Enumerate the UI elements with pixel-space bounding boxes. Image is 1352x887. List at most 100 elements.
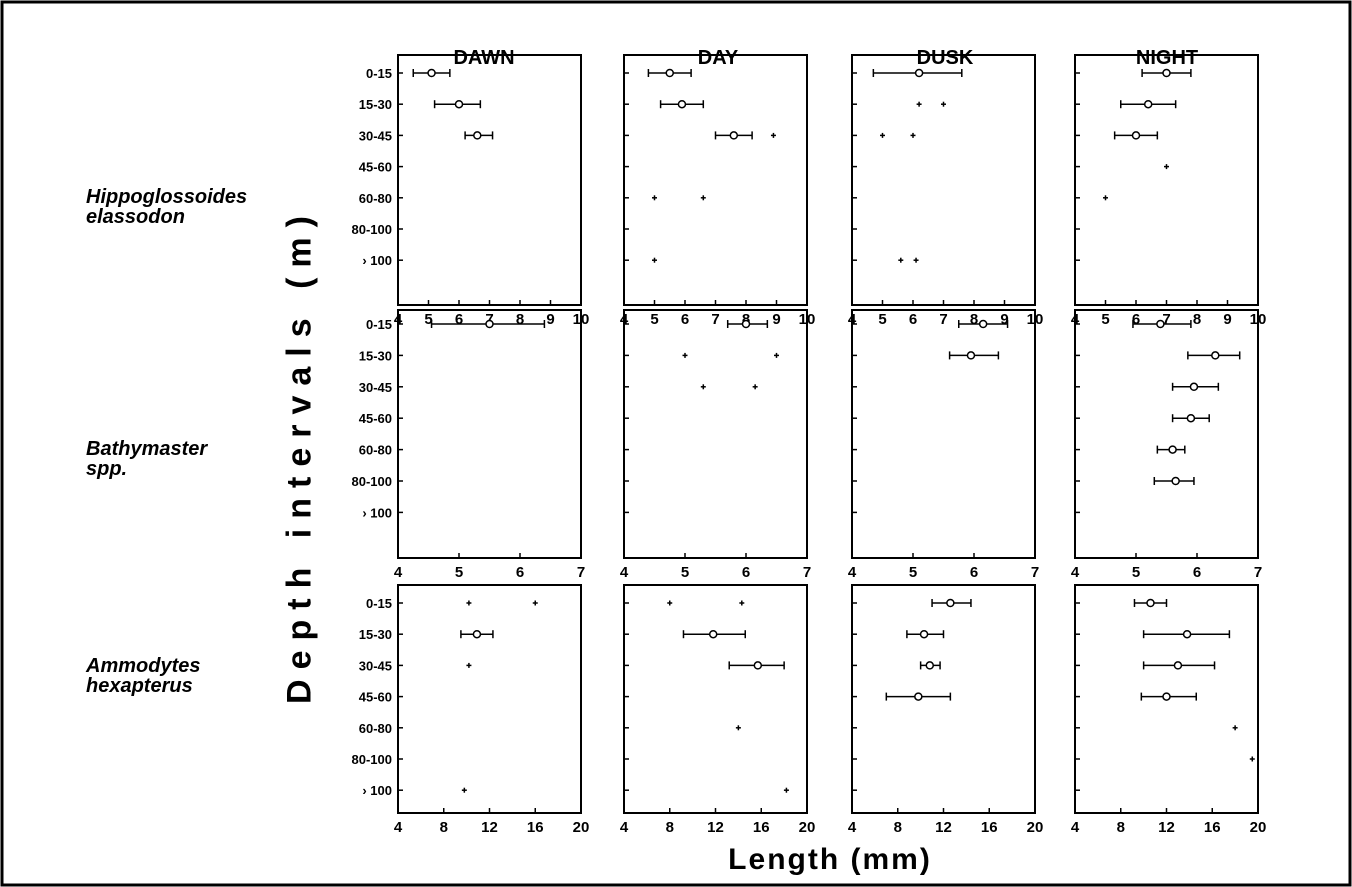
panel-frame	[851, 584, 1036, 814]
x-tick-label: 4	[620, 819, 629, 836]
mean-point	[741, 319, 751, 329]
mean-point	[1162, 68, 1171, 78]
mean-point	[708, 629, 718, 639]
x-tick-label: 5	[455, 564, 463, 581]
species-label-ammodytes: Ammodytes hexapterus	[86, 656, 200, 696]
y-axis-label: Depth intervals (m)	[280, 206, 319, 704]
mean-point	[1171, 476, 1180, 486]
mean-point	[1162, 692, 1171, 701]
x-tick-label: 8	[742, 311, 750, 328]
x-tick-label: 9	[1000, 311, 1008, 328]
x-tick-label: 12	[707, 819, 724, 836]
mean-point	[1146, 598, 1155, 608]
x-tick-label: 16	[981, 819, 998, 836]
panel-frame	[1074, 309, 1259, 559]
mean-point	[919, 629, 929, 639]
y-tick-label: › 100	[362, 505, 392, 520]
mean-point	[473, 131, 482, 140]
x-tick-label: 8	[440, 819, 448, 836]
y-tick-label: 30-45	[359, 128, 392, 143]
y-tick-label: 45-60	[359, 690, 392, 705]
x-tick-label: 9	[546, 311, 554, 328]
mean-point	[454, 99, 464, 109]
x-tick-label: 5	[424, 311, 432, 328]
mean-point	[914, 692, 923, 701]
mean-point	[665, 68, 674, 78]
y-tick-label: 80-100	[352, 222, 392, 237]
x-tick-label: 6	[1132, 311, 1140, 328]
x-tick-label: 5	[650, 311, 658, 328]
y-tick-label: 45-60	[359, 160, 392, 175]
mean-point	[472, 629, 482, 639]
y-tick-label: 45-60	[359, 411, 392, 426]
period-header-dusk: DUSK	[916, 47, 974, 69]
x-tick-label: 6	[516, 564, 524, 581]
panel-frame	[1074, 54, 1259, 306]
mean-point	[753, 661, 763, 670]
mean-point	[946, 598, 955, 608]
panel-frame	[851, 309, 1036, 559]
mean-point	[677, 99, 687, 109]
y-tick-label: › 100	[362, 783, 392, 798]
x-tick-label: 5	[878, 311, 886, 328]
x-tick-label: 20	[1027, 819, 1044, 836]
period-header-day: DAY	[697, 47, 739, 69]
species-label-line1: Ammodytes	[86, 655, 201, 677]
x-tick-label: 16	[527, 819, 544, 836]
y-tick-label: 15-30	[359, 348, 392, 363]
mean-point	[1173, 661, 1183, 670]
x-tick-label: 6	[1193, 564, 1201, 581]
x-tick-label: 8	[1193, 311, 1201, 328]
panel-frame	[397, 54, 582, 306]
y-tick-label: 80-100	[352, 474, 392, 489]
mean-point	[966, 351, 976, 360]
period-header-night: NIGHT	[1135, 47, 1199, 69]
x-tick-label: 9	[1223, 311, 1231, 328]
species-label-hippoglossoides: Hippoglossoides elassodon	[86, 187, 247, 227]
y-tick-label: 15-30	[359, 627, 392, 642]
mean-point	[485, 319, 494, 329]
x-tick-label: 5	[909, 564, 917, 581]
x-tick-label: 7	[1031, 564, 1039, 581]
x-tick-label: 4	[620, 564, 629, 581]
x-tick-label: 7	[1254, 564, 1262, 581]
x-tick-label: 4	[394, 564, 403, 581]
x-tick-label: 4	[848, 564, 857, 581]
period-header-dawn: DAWN	[453, 47, 515, 69]
x-tick-label: 12	[1158, 819, 1175, 836]
x-tick-label: 6	[909, 311, 917, 328]
x-tick-label: 16	[1204, 819, 1221, 836]
y-tick-label: 0-15	[366, 66, 392, 81]
mean-point	[925, 661, 935, 670]
x-tick-label: 9	[772, 311, 780, 328]
species-label-line1: Hippoglossoides	[86, 186, 248, 208]
x-tick-label: 8	[516, 311, 524, 328]
x-tick-label: 12	[481, 819, 498, 836]
panel-frame	[397, 309, 582, 559]
mean-point	[1189, 382, 1199, 392]
species-label-line2: spp.	[86, 458, 128, 480]
x-tick-label: 4	[1071, 819, 1080, 836]
x-tick-label: 5	[681, 564, 689, 581]
x-tick-label: 7	[803, 564, 811, 581]
mean-point	[729, 131, 739, 140]
species-label-line2: hexapterus	[86, 675, 193, 697]
x-tick-label: 20	[1250, 819, 1267, 836]
x-tick-label: 16	[753, 819, 770, 836]
x-tick-label: 5	[1132, 564, 1140, 581]
x-tick-label: 7	[485, 311, 493, 328]
y-tick-label: 60-80	[359, 721, 392, 736]
species-label-line2: elassodon	[86, 206, 185, 228]
mean-point	[1131, 131, 1141, 140]
mean-point	[427, 68, 436, 78]
y-tick-label: 30-45	[359, 380, 392, 395]
y-tick-label: 30-45	[359, 658, 392, 673]
mean-point	[1143, 99, 1153, 109]
x-tick-label: 8	[666, 819, 674, 836]
x-tick-label: 8	[970, 311, 978, 328]
x-tick-label: 7	[577, 564, 585, 581]
x-tick-label: 4	[1071, 564, 1080, 581]
panel-frame	[851, 54, 1036, 306]
